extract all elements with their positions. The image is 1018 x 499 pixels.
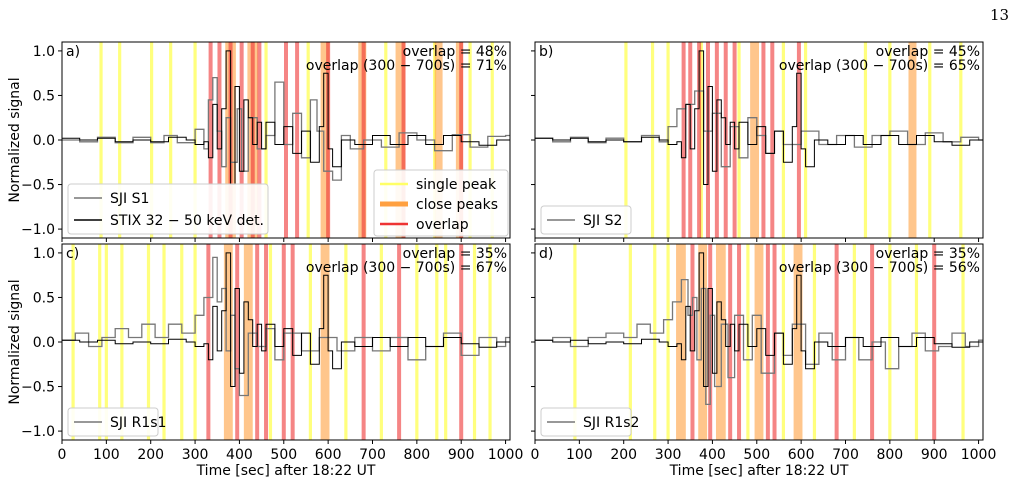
- panel-d: 0 100 200 300 400 500 600 700 800 900 1000 Time [se…: [531, 243, 997, 479]
- x-tick-label: 800: [876, 447, 903, 463]
- sji-series-line: [62, 256, 510, 397]
- panel-b: b) overlap = 45%overlap (300 − 700s) = 65…: [531, 41, 984, 242]
- legend-line-label: SJI R1s1: [110, 415, 166, 431]
- y-tick-label: −1.0: [21, 424, 55, 440]
- overlap-range-text: overlap (300 − 700s) = 71%: [306, 58, 507, 74]
- y-tick-label: −1.0: [21, 222, 55, 238]
- close-peaks-band: [750, 42, 759, 238]
- y-tick-label: −0.5: [21, 380, 55, 396]
- page-number: 13: [990, 6, 1010, 24]
- overlap-text: overlap = 48%: [403, 44, 507, 60]
- y-tick-label: 0.5: [33, 290, 55, 306]
- stix-series-line: [535, 252, 983, 387]
- series-legend-box: [67, 407, 159, 437]
- x-tick-label: 500: [743, 447, 770, 463]
- plot-area: [62, 244, 510, 440]
- x-tick-label: 100: [566, 447, 593, 463]
- x-tick-label: 200: [610, 447, 637, 463]
- x-tick-label: 900: [921, 447, 948, 463]
- close-peaks-band: [908, 42, 917, 238]
- x-tick-label: 700: [359, 447, 386, 463]
- legend-band-label: single peak: [416, 177, 497, 193]
- x-axis-label: Time [sec] after 18:22 UT: [196, 463, 376, 479]
- x-tick-label: 900: [448, 447, 475, 463]
- x-tick-label: 600: [315, 447, 342, 463]
- close-peaks-band: [434, 42, 443, 238]
- y-tick-label: 1.0: [33, 246, 55, 262]
- close-peaks-band: [320, 244, 330, 440]
- x-tick-label: 0: [58, 447, 67, 463]
- plot-area: [535, 244, 983, 440]
- y-tick-label: 0.5: [33, 88, 55, 104]
- series-legend-box: [540, 407, 632, 437]
- legend-band-label: close peaks: [416, 197, 498, 213]
- x-tick-label: 400: [226, 447, 253, 463]
- legend-line-label: STIX 32 − 50 keV det.: [110, 213, 264, 229]
- close-peaks-band: [676, 244, 686, 440]
- x-tick-label: 600: [788, 447, 815, 463]
- close-peaks-band: [754, 244, 764, 440]
- panel-a: −1.0 −0.5 0.0 0.5 1.0 Normalized signal a) over…: [7, 41, 511, 242]
- stix-series-line: [535, 50, 983, 185]
- panel-label: a): [66, 44, 80, 60]
- overlap-text: overlap = 35%: [876, 246, 980, 262]
- panel-label: b): [539, 44, 553, 60]
- x-tick-label: 500: [270, 447, 297, 463]
- legend-line-label: SJI R1s2: [583, 415, 639, 431]
- x-tick-label: 400: [699, 447, 726, 463]
- stix-series-line: [62, 50, 510, 185]
- y-tick-label: 1.0: [33, 44, 55, 60]
- overlap-text: overlap = 45%: [876, 44, 980, 60]
- plot-area: [535, 42, 983, 238]
- x-tick-label: 100: [93, 447, 120, 463]
- legend-line-label: SJI S2: [583, 213, 622, 229]
- legend-band-label: overlap: [416, 217, 469, 233]
- y-tick-label: 0.0: [33, 133, 55, 149]
- y-axis-label: Normalized signal: [7, 77, 23, 202]
- close-peaks-band: [320, 42, 330, 238]
- y-tick-label: 0.0: [33, 335, 55, 351]
- legend-line-label: SJI S1: [110, 191, 149, 207]
- overlap-range-text: overlap (300 − 700s) = 65%: [779, 58, 980, 74]
- x-tick-label: 300: [182, 447, 209, 463]
- x-tick-label: 1000: [488, 447, 524, 463]
- overlap-range-text: overlap (300 − 700s) = 67%: [306, 260, 507, 276]
- stix-series-line: [62, 252, 510, 387]
- panel-label: d): [539, 246, 553, 262]
- series-legend-box: [67, 183, 269, 235]
- bands-legend-box: [373, 169, 509, 237]
- x-tick-label: 0: [531, 447, 540, 463]
- overlap-text: overlap = 35%: [403, 246, 507, 262]
- close-peaks-band: [698, 244, 708, 440]
- x-tick-label: 800: [403, 447, 430, 463]
- x-tick-label: 1000: [961, 447, 997, 463]
- close-peaks-band: [395, 42, 406, 238]
- y-tick-label: −0.5: [21, 178, 55, 194]
- y-axis-label: Normalized signal: [7, 279, 23, 404]
- panel-label: c): [66, 246, 79, 262]
- overlap-range-text: overlap (300 − 700s) = 56%: [779, 260, 980, 276]
- x-tick-label: 200: [137, 447, 164, 463]
- series-legend-box: [540, 205, 632, 235]
- x-tick-label: 300: [655, 447, 682, 463]
- x-tick-label: 700: [832, 447, 859, 463]
- x-axis-label: Time [sec] after 18:22 UT: [669, 463, 849, 479]
- panel-c: −1.0 −0.5 0.0 0.5 1.0 0 100 200 300 400 500 600 700 8…: [7, 243, 524, 479]
- close-peaks-band: [223, 244, 233, 440]
- sji-series-line: [535, 278, 983, 406]
- close-peaks-band: [793, 244, 803, 440]
